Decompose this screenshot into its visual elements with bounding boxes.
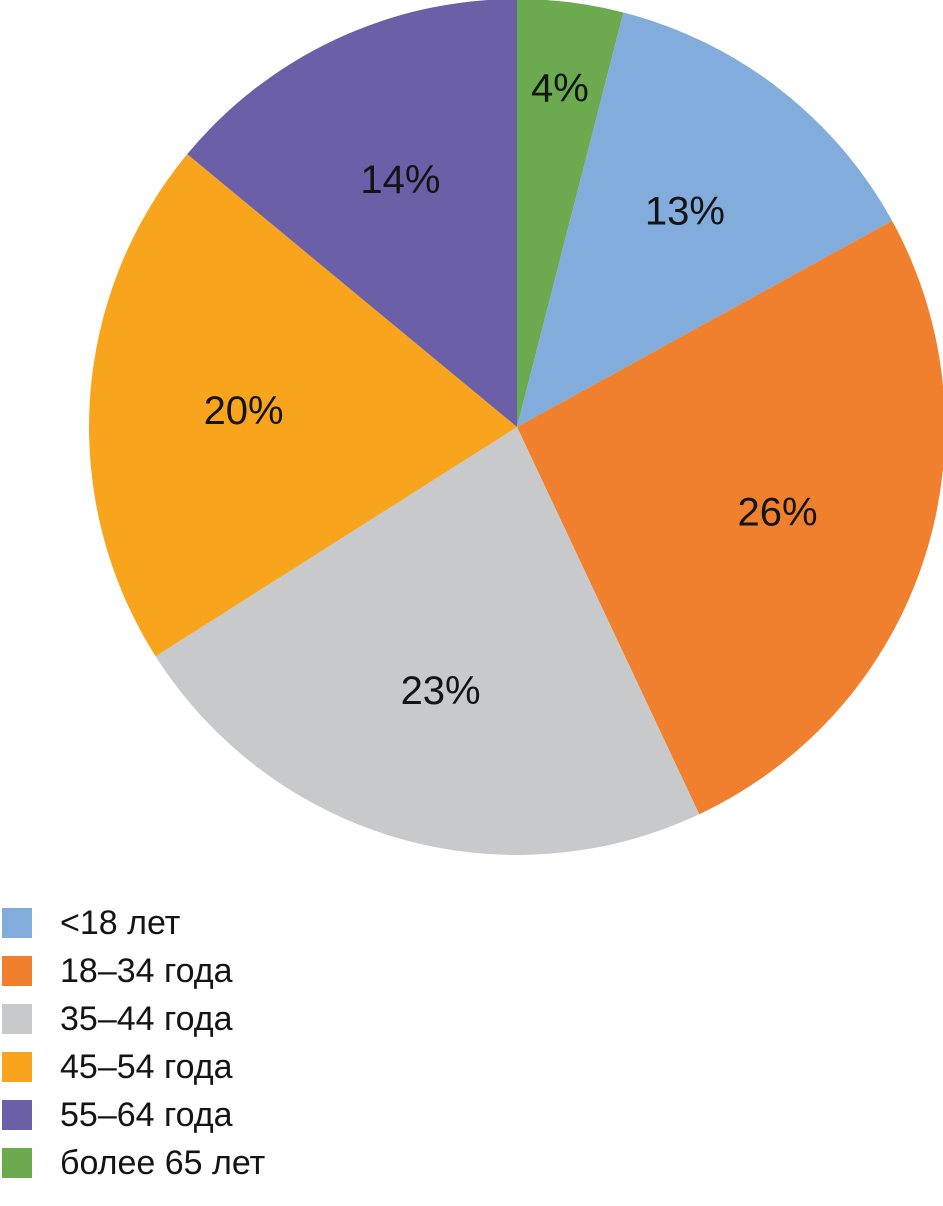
pie-slice (89, 154, 517, 657)
legend-item: 35–44 года (2, 1000, 265, 1038)
pie-slice (517, 0, 624, 427)
legend: <18 лет 18–34 года 35–44 года 45–54 года… (2, 904, 266, 1182)
slice-label: 14% (360, 158, 440, 202)
legend-label: 55–64 года (60, 1096, 233, 1134)
legend-swatch (2, 956, 32, 986)
pie-slice (517, 220, 943, 815)
pie-slice (155, 427, 700, 856)
legend-item: <18 лет (2, 904, 265, 942)
legend-swatch (2, 908, 32, 938)
slice-label: 20% (204, 389, 284, 433)
legend-label: 35–44 года (60, 1000, 233, 1038)
legend-label: <18 лет (60, 904, 181, 942)
slice-label: 26% (737, 491, 817, 535)
slice-label: 13% (645, 190, 725, 234)
legend-label: 45–54 года (60, 1048, 233, 1086)
legend-item: 45–54 года (2, 1048, 265, 1086)
pie-slice (517, 12, 893, 427)
legend-item: 55–64 года (2, 1096, 265, 1134)
pie-slice (187, 0, 517, 427)
legend-item: более 65 лет (2, 1144, 266, 1182)
legend-swatch (2, 1052, 32, 1082)
legend-swatch (2, 1100, 32, 1130)
legend-label: более 65 лет (60, 1144, 266, 1182)
slice-label: 23% (401, 669, 481, 713)
slice-label: 4% (531, 66, 589, 110)
legend-swatch (2, 1004, 32, 1034)
legend-swatch (2, 1148, 32, 1178)
legend-label: 18–34 года (60, 952, 233, 990)
legend-item: 18–34 года (2, 952, 265, 990)
